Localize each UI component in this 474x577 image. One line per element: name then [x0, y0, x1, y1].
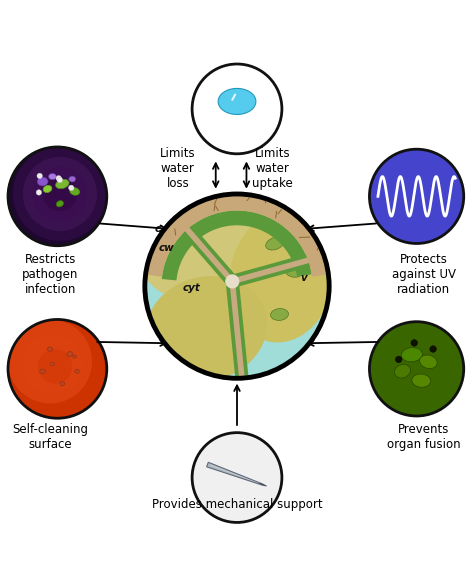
Ellipse shape: [37, 177, 48, 186]
Circle shape: [369, 322, 464, 416]
Text: cw: cw: [159, 243, 175, 253]
Circle shape: [395, 356, 402, 363]
Polygon shape: [229, 281, 245, 376]
Ellipse shape: [51, 362, 55, 366]
Ellipse shape: [285, 267, 302, 278]
Circle shape: [23, 334, 82, 394]
Text: c: c: [155, 224, 160, 234]
Ellipse shape: [67, 351, 73, 357]
Text: Limits
water
uptake: Limits water uptake: [252, 147, 293, 190]
Circle shape: [225, 274, 239, 288]
Polygon shape: [231, 255, 318, 284]
Circle shape: [146, 194, 328, 378]
Ellipse shape: [75, 369, 79, 373]
Polygon shape: [169, 209, 235, 283]
Ellipse shape: [70, 188, 80, 195]
Text: Prevents
organ fusion: Prevents organ fusion: [387, 423, 461, 451]
Ellipse shape: [146, 276, 267, 381]
Circle shape: [369, 149, 464, 243]
Circle shape: [37, 349, 72, 384]
Polygon shape: [230, 252, 319, 288]
Circle shape: [192, 64, 282, 154]
Ellipse shape: [40, 369, 46, 373]
Polygon shape: [146, 194, 328, 276]
Text: Self-cleaning
surface: Self-cleaning surface: [12, 423, 88, 451]
Polygon shape: [162, 211, 311, 280]
Text: Protects
against UV
radiation: Protects against UV radiation: [392, 253, 456, 296]
Circle shape: [411, 340, 418, 346]
Text: Restricts
pathogen
infection: Restricts pathogen infection: [22, 253, 79, 296]
Circle shape: [36, 190, 42, 195]
Circle shape: [192, 433, 282, 522]
Ellipse shape: [140, 192, 278, 301]
Circle shape: [33, 167, 87, 221]
Ellipse shape: [266, 237, 284, 250]
Ellipse shape: [47, 347, 53, 351]
Ellipse shape: [69, 176, 76, 182]
Text: v: v: [301, 273, 308, 283]
Circle shape: [8, 147, 107, 246]
Ellipse shape: [419, 355, 437, 369]
Ellipse shape: [401, 347, 422, 362]
Ellipse shape: [48, 173, 56, 180]
Circle shape: [13, 147, 107, 241]
Polygon shape: [258, 483, 266, 486]
Ellipse shape: [43, 185, 52, 193]
Circle shape: [430, 346, 437, 353]
Polygon shape: [207, 462, 266, 486]
Polygon shape: [166, 206, 237, 286]
Ellipse shape: [55, 179, 69, 189]
Polygon shape: [218, 88, 256, 114]
Circle shape: [69, 185, 74, 190]
Ellipse shape: [412, 374, 431, 387]
Circle shape: [8, 320, 92, 403]
Ellipse shape: [73, 355, 76, 358]
Polygon shape: [210, 465, 259, 484]
Ellipse shape: [56, 201, 64, 207]
Circle shape: [43, 177, 77, 211]
Ellipse shape: [271, 309, 289, 320]
Circle shape: [8, 320, 107, 418]
Circle shape: [37, 173, 42, 179]
Ellipse shape: [394, 365, 410, 378]
Polygon shape: [226, 281, 248, 377]
Ellipse shape: [229, 211, 334, 343]
Circle shape: [56, 175, 62, 181]
Text: Provides mechanical support: Provides mechanical support: [152, 497, 322, 511]
Text: cyt: cyt: [182, 283, 201, 293]
Circle shape: [23, 157, 97, 231]
Circle shape: [57, 177, 63, 182]
Text: Limits
water
loss: Limits water loss: [160, 147, 196, 190]
Ellipse shape: [60, 381, 64, 386]
